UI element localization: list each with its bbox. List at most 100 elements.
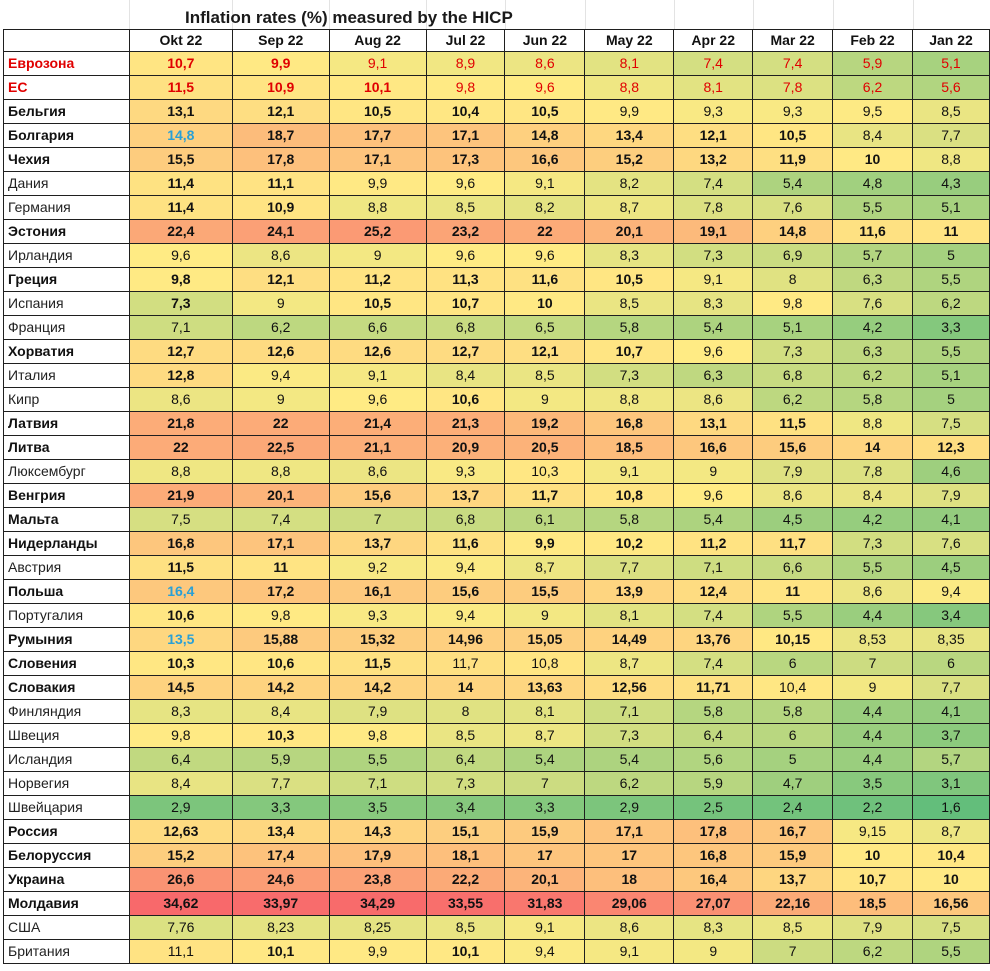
value-cell: 5,8 [673, 699, 754, 724]
value-cell: 3,4 [911, 603, 990, 628]
value-cell: 4,1 [911, 699, 990, 724]
value-cell: 3,3 [911, 315, 990, 340]
value-cell: 10,3 [128, 651, 233, 676]
country-name: Россия [3, 819, 130, 844]
value-cell: 17,1 [425, 123, 506, 148]
value-cell: 11,5 [128, 75, 233, 100]
value-cell: 9,4 [231, 363, 330, 388]
value-cell: 6,2 [752, 387, 834, 412]
value-cell: 5,1 [752, 315, 834, 340]
value-cell: 11,1 [231, 171, 330, 196]
value-cell: 10,9 [231, 75, 330, 100]
value-cell: 8,6 [328, 459, 427, 484]
value-cell: 15,9 [504, 819, 586, 844]
value-cell: 13,63 [504, 675, 586, 700]
value-cell: 13,76 [673, 627, 754, 652]
value-cell: 12,1 [231, 267, 330, 292]
value-cell: 4,4 [832, 747, 913, 772]
table-row: Литва 22 22,5 21,1 20,9 20,5 18,5 16,6 15,6 14 12,… [3, 435, 990, 460]
value-cell: 5,7 [911, 747, 990, 772]
value-cell: 11 [911, 219, 990, 244]
table-row: Исландия 6,4 5,9 5,5 6,4 5,4 5,4 5,6 5 4,4 5,7 [3, 747, 990, 772]
country-name: Испания [3, 291, 130, 316]
table-row: Молдавия 34,62 33,97 34,29 33,55 31,83 29,06 27… [3, 891, 990, 916]
value-cell: 15,1 [425, 819, 506, 844]
value-cell: 8,1 [584, 603, 675, 628]
value-cell: 8,5 [584, 291, 675, 316]
value-cell: 9,6 [504, 243, 586, 268]
value-cell: 11,5 [752, 411, 834, 436]
value-cell: 13,7 [752, 867, 834, 892]
value-cell: 5,1 [911, 363, 990, 388]
value-cell: 9,1 [584, 939, 675, 964]
table-row: Румыния 13,5 15,88 15,32 14,96 15,05 14,49 13,7… [3, 627, 990, 652]
value-cell: 31,83 [504, 891, 586, 916]
value-cell: 5,5 [911, 267, 990, 292]
value-cell: 16,6 [504, 147, 586, 172]
value-cell: 8,6 [752, 483, 834, 508]
value-cell: 10 [832, 843, 913, 868]
value-cell: 7,3 [128, 291, 233, 316]
value-cell: 7,8 [832, 459, 913, 484]
table-row: Испания 7,3 9 10,5 10,7 10 8,5 8,3 9,8 7,6 6,2 [3, 291, 990, 316]
country-name: Литва [3, 435, 130, 460]
value-cell: 11,5 [328, 651, 427, 676]
value-cell: 5,8 [752, 699, 834, 724]
value-cell: 26,6 [128, 867, 233, 892]
value-cell: 16,8 [584, 411, 675, 436]
value-cell: 13,4 [584, 123, 675, 148]
country-name: Молдавия [3, 891, 130, 916]
country-name: Исландия [3, 747, 130, 772]
value-cell: 7,7 [911, 675, 990, 700]
value-cell: 9,5 [832, 99, 913, 124]
value-cell: 9,9 [328, 171, 427, 196]
value-cell: 8,6 [128, 387, 233, 412]
value-cell: 8,5 [752, 915, 834, 940]
table-row: Швеция 9,8 10,3 9,8 8,5 8,7 7,3 6,4 6 4,4 3,7 [3, 723, 990, 748]
value-cell: 10,3 [231, 723, 330, 748]
table-row: Словения 10,3 10,6 11,5 11,7 10,8 8,7 7,4 6 7 6 [3, 651, 990, 676]
column-header: Mar 22 [752, 29, 834, 52]
value-cell: 9 [231, 291, 330, 316]
value-cell: 7,4 [673, 651, 754, 676]
value-cell: 9,9 [504, 531, 586, 556]
value-cell: 10,5 [328, 99, 427, 124]
table-row: Украина 26,6 24,6 23,8 22,2 20,1 18 16,4 13,7 10,… [3, 867, 990, 892]
value-cell: 5,8 [584, 507, 675, 532]
value-cell: 11,7 [504, 483, 586, 508]
column-header: Feb 22 [832, 29, 913, 52]
value-cell: 10,4 [911, 843, 990, 868]
table-row: Франция 7,1 6,2 6,6 6,8 6,5 5,8 5,4 5,1 4,2 3,3 [3, 315, 990, 340]
column-header: Aug 22 [328, 29, 427, 52]
value-cell: 19,1 [673, 219, 754, 244]
value-cell: 5,5 [328, 747, 427, 772]
value-cell: 15,9 [752, 843, 834, 868]
value-cell: 18,5 [584, 435, 675, 460]
value-cell: 10,8 [504, 651, 586, 676]
value-cell: 8,9 [425, 51, 506, 76]
value-cell: 23,2 [425, 219, 506, 244]
table-row: ЕС 11,5 10,9 10,1 9,8 9,6 8,8 8,1 7,8 6,2 5,6 [3, 75, 990, 100]
value-cell: 4,4 [832, 699, 913, 724]
value-cell: 7,1 [328, 771, 427, 796]
value-cell: 10,9 [231, 195, 330, 220]
country-name: Украина [3, 867, 130, 892]
value-cell: 6,2 [584, 771, 675, 796]
value-cell: 6,8 [425, 507, 506, 532]
table-row: Мальта 7,5 7,4 7 6,8 6,1 5,8 5,4 4,5 4,2 4,1 [3, 507, 990, 532]
value-cell: 8,6 [673, 387, 754, 412]
value-cell: 7,76 [128, 915, 233, 940]
value-cell: 22 [231, 411, 330, 436]
value-cell: 9,6 [128, 243, 233, 268]
table-row: Венгрия 21,9 20,1 15,6 13,7 11,7 10,8 9,6 8,6 8,4… [3, 483, 990, 508]
value-cell: 6,4 [673, 723, 754, 748]
value-cell: 14,8 [752, 219, 834, 244]
value-cell: 6,2 [832, 75, 913, 100]
value-cell: 11,71 [673, 675, 754, 700]
value-cell: 7,7 [584, 555, 675, 580]
value-cell: 13,4 [231, 819, 330, 844]
value-cell: 16,1 [328, 579, 427, 604]
value-cell: 10,4 [425, 99, 506, 124]
value-cell: 8,2 [504, 195, 586, 220]
value-cell: 5,8 [832, 387, 913, 412]
